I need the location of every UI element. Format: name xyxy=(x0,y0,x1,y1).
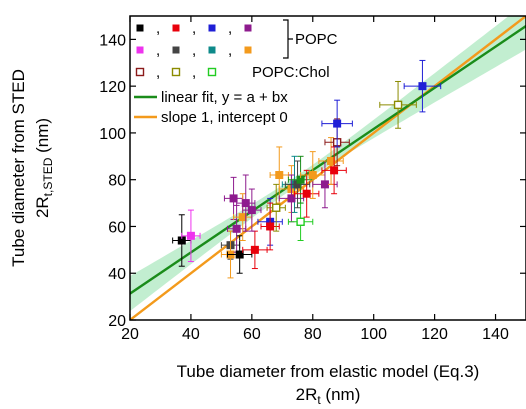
data-marker xyxy=(232,224,241,233)
x-tick-label: 20 xyxy=(121,326,139,343)
legend-ref-label: slope 1, intercept 0 xyxy=(161,109,288,126)
legend-marker xyxy=(172,24,180,32)
data-marker xyxy=(287,194,296,203)
legend-marker xyxy=(136,24,144,32)
legend-bracket xyxy=(283,19,293,59)
y-tick-label: 80 xyxy=(108,173,126,190)
data-point xyxy=(318,137,344,185)
legend-marker xyxy=(171,67,181,77)
x-axis-symbol-sub: t xyxy=(317,393,321,407)
legend-marker xyxy=(207,67,217,77)
legend-separator: , xyxy=(228,42,232,59)
identity-line xyxy=(130,16,526,320)
confidence-band xyxy=(130,16,526,312)
y-tick-label: 140 xyxy=(99,32,126,49)
data-marker xyxy=(177,236,186,245)
x-tick-label: 80 xyxy=(304,326,322,343)
data-marker xyxy=(275,171,284,180)
y-tick-label: 100 xyxy=(99,126,126,143)
data-marker xyxy=(266,222,275,231)
data-marker xyxy=(241,199,250,208)
data-point xyxy=(287,202,314,241)
legend-separator: , xyxy=(156,64,160,81)
legend-separator: , xyxy=(192,42,196,59)
axis-ticks: 20 40 60 80 100 120 140 20 40 60 80 100 120 140 xyxy=(99,16,526,343)
y-axis-unit: (nm) xyxy=(33,118,52,158)
data-marker xyxy=(272,203,281,212)
x-axis-symbol: 2Rt (nm) xyxy=(296,385,361,407)
x-axis-title: Tube diameter from elastic model (Eq.3) xyxy=(177,362,480,381)
data-point xyxy=(181,209,201,263)
data-point xyxy=(321,146,347,195)
data-point xyxy=(269,146,289,204)
y-tick-label: 20 xyxy=(108,313,126,330)
legend: ,,,,, , POPC,, POPC:Chol linear fit, y = a +… xyxy=(134,19,338,126)
legend-fit-label: linear fit, y = a + bx xyxy=(161,89,288,106)
x-tick-label: 40 xyxy=(182,326,200,343)
data-point xyxy=(242,188,262,232)
x-tick-label: 120 xyxy=(421,326,448,343)
x-axis-unit: (nm) xyxy=(321,385,361,404)
data-point xyxy=(266,183,286,232)
y-tick-label: 40 xyxy=(108,266,126,283)
data-marker xyxy=(296,175,305,184)
data-point xyxy=(236,174,256,232)
legend-marker xyxy=(244,24,252,32)
legend-separator: , xyxy=(156,42,160,59)
legend-marker xyxy=(172,46,180,54)
data-marker xyxy=(393,100,403,110)
legend-separator: , xyxy=(192,64,196,81)
plot-frame xyxy=(129,15,526,321)
data-point xyxy=(321,99,353,148)
fit-lines xyxy=(130,16,526,320)
legend-separator: , xyxy=(228,20,232,37)
y-axis-symbol: 2Rt,STED (nm) xyxy=(33,118,55,218)
legend-marker xyxy=(136,46,144,54)
data-point xyxy=(223,176,244,220)
legend-marker xyxy=(208,46,216,54)
legend-chol-label: POPC:Chol xyxy=(252,64,330,81)
data-marker xyxy=(235,250,244,259)
y-axis-title: Tube diameter from STED xyxy=(9,69,28,267)
data-marker xyxy=(308,171,317,180)
confidence-band-area xyxy=(130,16,526,312)
data-point xyxy=(403,59,442,113)
data-marker xyxy=(250,245,259,254)
x-tick-label: 140 xyxy=(482,326,509,343)
data-marker xyxy=(247,206,256,215)
data-point xyxy=(284,160,311,209)
legend-separator: , xyxy=(192,20,196,37)
legend-separator: , xyxy=(156,20,160,37)
legend-popc-label: POPC xyxy=(295,31,338,48)
y-tick-label: 60 xyxy=(108,219,126,236)
legend-marker xyxy=(208,24,216,32)
data-marker xyxy=(330,166,339,175)
data-point xyxy=(379,80,417,129)
data-marker xyxy=(238,213,247,222)
y-axis-symbol-main: 2R xyxy=(33,196,52,218)
data-marker xyxy=(327,156,336,165)
data-marker xyxy=(418,82,427,91)
data-marker xyxy=(302,189,311,198)
data-marker xyxy=(186,231,195,240)
data-point xyxy=(226,235,253,274)
data-marker xyxy=(293,180,302,189)
data-point xyxy=(287,155,314,204)
data-marker xyxy=(296,217,305,226)
legend-marker xyxy=(244,46,252,54)
x-tick-label: 100 xyxy=(360,326,387,343)
x-axis-symbol-main: 2R xyxy=(296,385,318,404)
data-points xyxy=(172,59,442,279)
data-marker xyxy=(320,180,329,189)
data-point xyxy=(242,230,268,270)
data-point xyxy=(293,169,320,218)
y-tick-label: 120 xyxy=(99,79,126,96)
x-tick-label: 60 xyxy=(243,326,261,343)
y-axis-symbol-sub: t,STED xyxy=(41,157,55,196)
data-marker xyxy=(229,194,238,203)
data-marker xyxy=(333,119,342,128)
legend-marker xyxy=(135,67,145,77)
